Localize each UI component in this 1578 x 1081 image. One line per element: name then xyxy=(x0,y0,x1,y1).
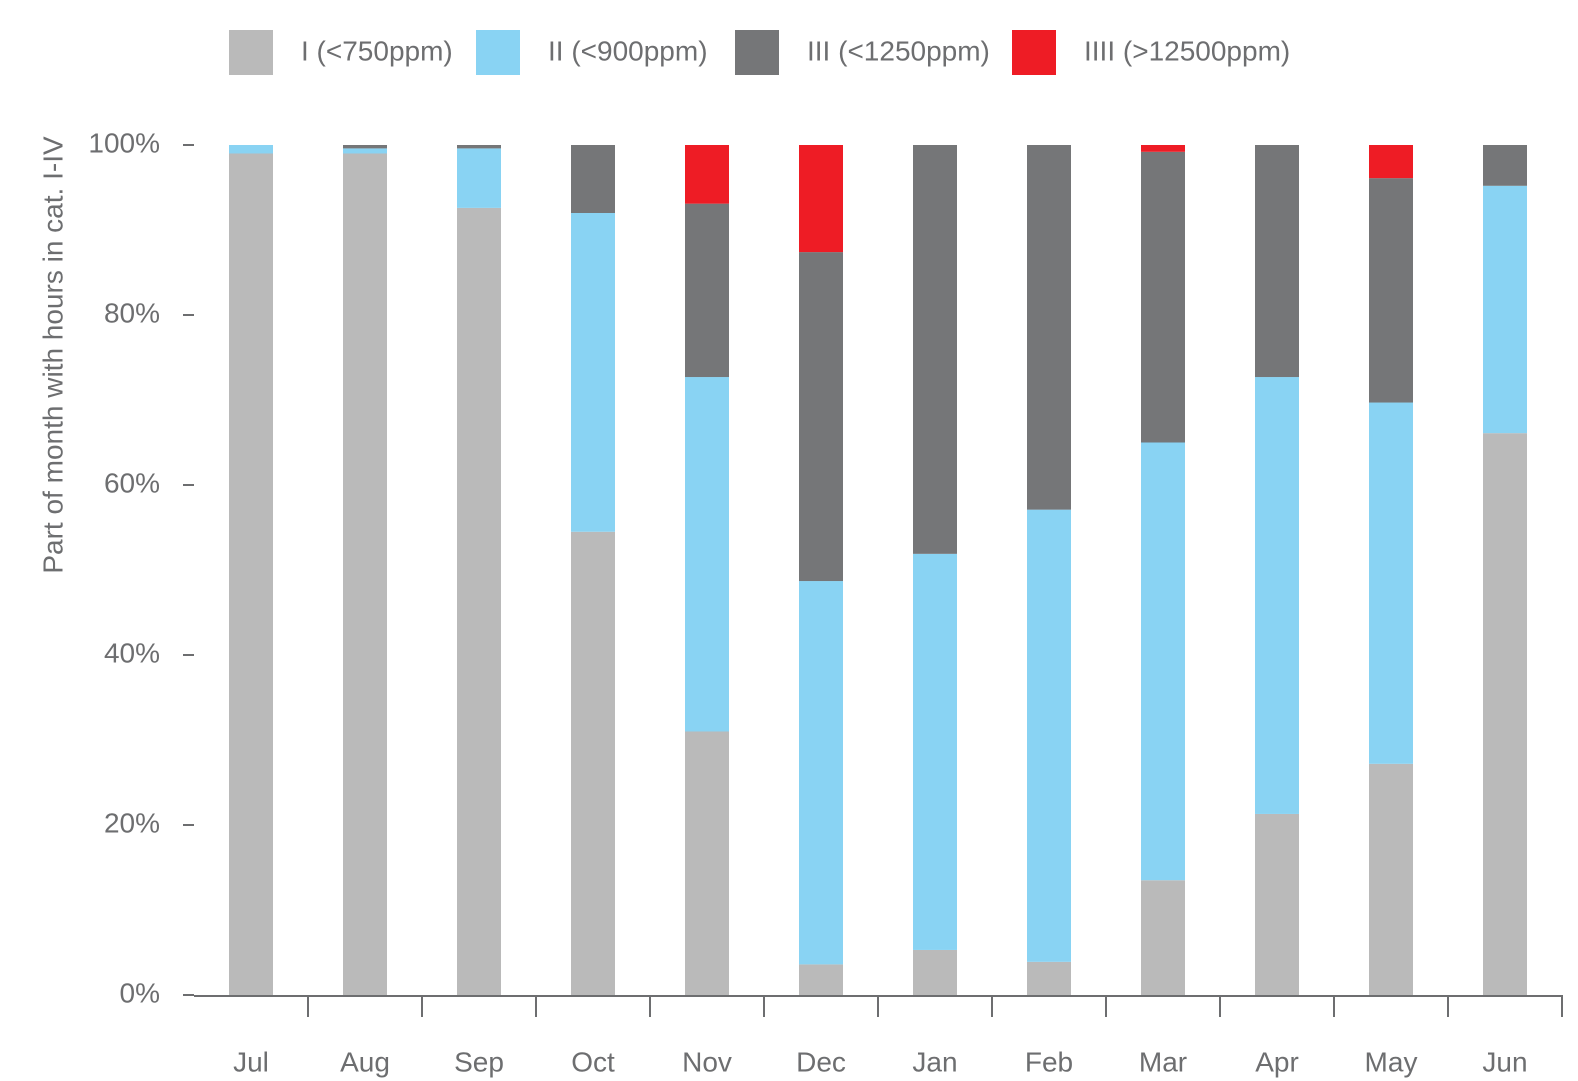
bar-segment xyxy=(1369,763,1413,995)
bar-segment xyxy=(799,964,843,995)
bar-segment xyxy=(913,553,957,950)
legend-swatch xyxy=(735,30,779,75)
bar-segment xyxy=(343,145,387,149)
bar-segment xyxy=(685,145,729,204)
y-tick-label: 0% xyxy=(120,977,160,1008)
bar-segment xyxy=(685,377,729,732)
legend-swatch xyxy=(476,30,520,75)
bar-segment xyxy=(229,153,273,995)
bar-segment xyxy=(685,203,729,378)
bar-segment xyxy=(1369,402,1413,764)
x-tick-label: Feb xyxy=(1025,1046,1073,1077)
bar-segment xyxy=(1141,151,1185,443)
y-tick-label: 60% xyxy=(104,467,160,498)
legend-label: III (<1250ppm) xyxy=(807,35,990,66)
bar-segment xyxy=(1483,185,1527,434)
x-tick-label: Jan xyxy=(912,1046,957,1077)
legend-label: IIII (>12500ppm) xyxy=(1084,35,1290,66)
x-tick-label: Apr xyxy=(1255,1046,1299,1077)
x-tick-label: Nov xyxy=(682,1046,732,1077)
bar-segment xyxy=(343,153,387,995)
bar-segment xyxy=(343,148,387,154)
x-tick-label: Mar xyxy=(1139,1046,1187,1077)
x-tick-label: Aug xyxy=(340,1046,390,1077)
bar-segment xyxy=(571,531,615,995)
bar-segment xyxy=(1483,145,1527,186)
legend-label: II (<900ppm) xyxy=(548,35,708,66)
bar-segment xyxy=(1027,509,1071,962)
bar-segment xyxy=(1141,442,1185,881)
bar-segment xyxy=(571,213,615,532)
bar-segment xyxy=(799,252,843,582)
bar-segment xyxy=(1255,145,1299,378)
bar-segment xyxy=(1369,145,1413,179)
bar-segment xyxy=(1027,145,1071,510)
bar-segment xyxy=(229,145,273,154)
bar-segment xyxy=(571,145,615,213)
x-tick-label: May xyxy=(1365,1046,1418,1077)
x-tick-label: Jun xyxy=(1482,1046,1527,1077)
bar-segment xyxy=(457,148,501,208)
bar-segment xyxy=(1141,880,1185,995)
bar-segment xyxy=(1369,178,1413,403)
bar-segment xyxy=(1141,145,1185,152)
bar-segment xyxy=(913,145,957,554)
x-tick-label: Jul xyxy=(233,1046,269,1077)
bar-segment xyxy=(1483,433,1527,995)
x-tick-label: Sep xyxy=(454,1046,504,1077)
bar-segment xyxy=(1255,813,1299,995)
bar-segment xyxy=(799,145,843,253)
bar-segment xyxy=(1027,961,1071,995)
y-tick-label: 80% xyxy=(104,297,160,328)
bar-segment xyxy=(457,145,501,149)
bar-segment xyxy=(685,731,729,995)
x-tick-label: Dec xyxy=(796,1046,846,1077)
y-axis-title: Part of month with hours in cat. I-IV xyxy=(37,136,68,574)
legend-swatch xyxy=(1012,30,1056,75)
legend-swatch xyxy=(229,30,273,75)
bar-segment xyxy=(1255,377,1299,814)
y-tick-label: 100% xyxy=(88,127,160,158)
y-tick-label: 40% xyxy=(104,637,160,668)
bar-segment xyxy=(913,949,957,995)
y-tick-label: 20% xyxy=(104,807,160,838)
bar-segment xyxy=(457,207,501,995)
x-tick-label: Oct xyxy=(571,1046,615,1077)
bar-segment xyxy=(799,581,843,965)
legend-label: I (<750ppm) xyxy=(301,35,453,66)
